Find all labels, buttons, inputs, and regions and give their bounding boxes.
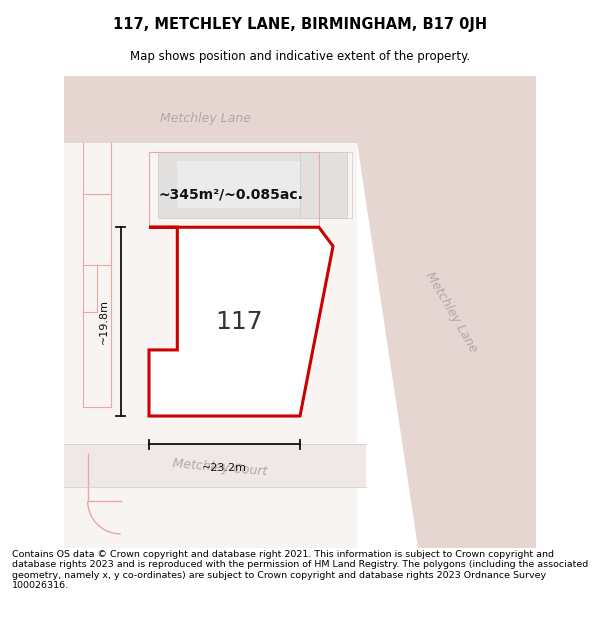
Text: 117: 117: [215, 309, 262, 334]
Text: Metchley Lane: Metchley Lane: [422, 269, 479, 355]
Polygon shape: [64, 76, 536, 142]
Polygon shape: [64, 444, 366, 487]
Polygon shape: [149, 228, 333, 416]
Text: ~19.8m: ~19.8m: [99, 299, 109, 344]
Polygon shape: [178, 161, 319, 208]
Polygon shape: [356, 142, 536, 548]
Text: 117, METCHLEY LANE, BIRMINGHAM, B17 0JH: 117, METCHLEY LANE, BIRMINGHAM, B17 0JH: [113, 17, 487, 32]
Text: ~345m²/~0.085ac.: ~345m²/~0.085ac.: [158, 188, 304, 201]
Text: Contains OS data © Crown copyright and database right 2021. This information is : Contains OS data © Crown copyright and d…: [12, 550, 588, 590]
Polygon shape: [300, 152, 347, 218]
Polygon shape: [64, 142, 356, 548]
Text: ~23.2m: ~23.2m: [202, 463, 247, 473]
Text: Map shows position and indicative extent of the property.: Map shows position and indicative extent…: [130, 49, 470, 62]
Polygon shape: [158, 152, 338, 218]
Text: Metchley Court: Metchley Court: [172, 458, 268, 479]
Text: Metchley Lane: Metchley Lane: [160, 112, 251, 125]
